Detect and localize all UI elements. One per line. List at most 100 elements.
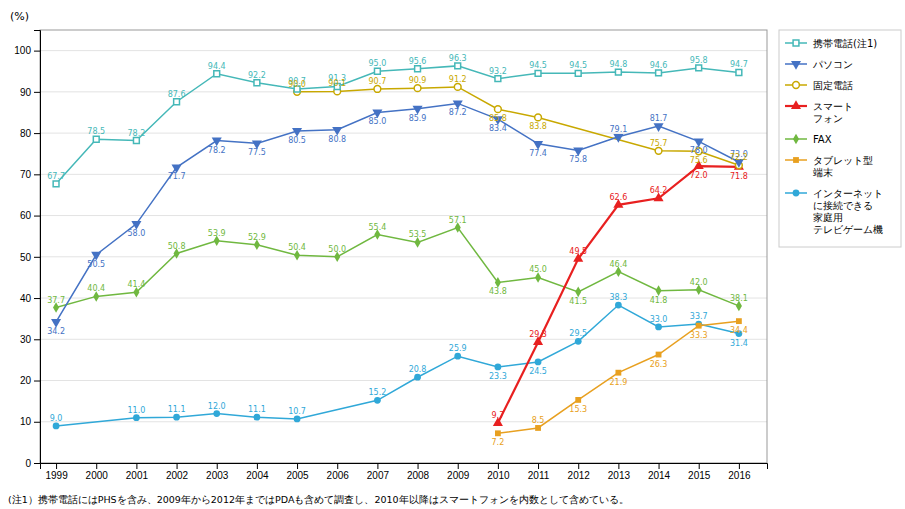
data-label: 72.2 xyxy=(730,153,748,162)
plot-area xyxy=(51,63,744,436)
point xyxy=(656,285,662,296)
x-tick: 2008 xyxy=(407,463,430,481)
data-label: 91.2 xyxy=(449,75,467,84)
data-label: 94.5 xyxy=(569,61,587,70)
x-tick-label: 2004 xyxy=(246,470,269,481)
data-label: 37.7 xyxy=(47,296,65,305)
point xyxy=(535,425,541,431)
series xyxy=(53,302,743,430)
data-label: 41.4 xyxy=(127,280,145,289)
data-label: 53.5 xyxy=(409,230,427,239)
data-label: 50.0 xyxy=(328,245,346,254)
point xyxy=(575,70,581,76)
y-tick-label: 20 xyxy=(20,375,32,386)
x-tick-mark xyxy=(56,463,57,469)
x-tick-mark xyxy=(578,463,579,469)
y-tick-mark xyxy=(34,381,40,382)
point xyxy=(654,123,664,132)
legend-marker xyxy=(791,100,801,109)
data-label: 78.0 xyxy=(690,146,708,155)
y-tick-mark xyxy=(34,92,40,93)
x-tick-label: 2001 xyxy=(126,470,149,481)
point xyxy=(575,338,582,345)
point xyxy=(495,277,501,288)
data-label: 79.1 xyxy=(609,125,627,134)
legend-item: タブレット型端末 xyxy=(785,155,873,178)
data-label: 7.2 xyxy=(492,438,505,447)
x-tick-label: 2014 xyxy=(648,470,671,481)
data-label: 90.7 xyxy=(368,77,386,86)
legend-label: パソコン xyxy=(812,59,853,70)
x-tick-mark xyxy=(337,463,338,469)
series xyxy=(495,318,742,436)
x-tick-mark xyxy=(458,463,459,469)
data-label: 50.4 xyxy=(288,243,306,252)
data-label: 9.0 xyxy=(50,414,63,423)
x-tick-label: 2008 xyxy=(407,470,430,481)
data-label: 94.7 xyxy=(730,60,748,69)
legend-item: 固定電話 xyxy=(785,80,853,91)
y-tick-mark xyxy=(34,133,40,134)
x-tick-mark xyxy=(498,463,499,469)
data-label: 33.3 xyxy=(690,331,708,340)
x-tick: 2001 xyxy=(126,463,149,481)
y-tick-mark xyxy=(34,298,40,299)
legend-item: スマートフォン xyxy=(785,100,853,124)
series-line xyxy=(56,228,739,308)
data-label: 57.1 xyxy=(449,216,467,225)
legend-label: スマートフォン xyxy=(813,101,853,124)
y-axis-label: (%) xyxy=(10,10,29,23)
data-label: 41.8 xyxy=(650,296,668,305)
data-label: 49.5 xyxy=(569,247,587,256)
grid xyxy=(40,51,767,463)
x-tick: 2016 xyxy=(728,463,751,481)
legend-item: インターネットに接続できる家庭用テレビゲーム機 xyxy=(785,188,883,235)
data-label: 15.2 xyxy=(368,388,386,397)
grid-line xyxy=(40,215,767,216)
x-tick: 2014 xyxy=(648,463,671,481)
data-label: 71.8 xyxy=(730,172,748,181)
x-tick-mark xyxy=(659,463,660,469)
y-tick-label: 60 xyxy=(20,210,32,221)
y-tick-label: 80 xyxy=(20,128,32,139)
data-label: 43.8 xyxy=(489,287,507,296)
x-tick-mark xyxy=(257,463,258,469)
y-tick-mark xyxy=(34,422,40,423)
data-label: 15.3 xyxy=(569,405,587,414)
data-label: 33.7 xyxy=(690,312,708,321)
point xyxy=(93,136,99,142)
x-tick-label: 2010 xyxy=(487,470,510,481)
data-label: 29.3 xyxy=(529,330,547,339)
data-label: 26.3 xyxy=(650,360,668,369)
x-tick-mark xyxy=(618,463,619,469)
series-line xyxy=(498,321,739,433)
point xyxy=(615,69,621,75)
point xyxy=(414,374,421,381)
data-label: 80.8 xyxy=(328,135,346,144)
point xyxy=(495,76,501,82)
data-label: 81.7 xyxy=(650,114,668,123)
data-label: 85.0 xyxy=(368,117,386,126)
data-label: 78.2 xyxy=(127,129,145,138)
point xyxy=(696,65,702,71)
y-tick-mark xyxy=(34,463,40,464)
x-tick: 2010 xyxy=(487,463,510,481)
data-label: 95.0 xyxy=(368,59,386,68)
x-tick: 2007 xyxy=(367,463,390,481)
legend-label: インターネットに接続できる家庭用テレビゲーム機 xyxy=(813,188,883,235)
data-label: 78.2 xyxy=(208,146,226,155)
data-label: 9.7 xyxy=(492,411,505,420)
y-tick: 100 xyxy=(14,45,40,56)
legend-marker xyxy=(791,61,801,70)
x-tick-mark xyxy=(377,463,378,469)
legend-marker xyxy=(793,134,799,145)
x-tick-label: 2000 xyxy=(86,470,109,481)
point xyxy=(613,134,623,143)
data-label: 83.4 xyxy=(489,124,507,133)
x-tick-label: 2002 xyxy=(166,470,189,481)
grid-line xyxy=(40,339,767,340)
legend-frame xyxy=(779,30,901,247)
y-tick: 30 xyxy=(20,334,40,345)
y-tick: 90 xyxy=(20,87,40,98)
y-axis-line xyxy=(34,31,41,464)
